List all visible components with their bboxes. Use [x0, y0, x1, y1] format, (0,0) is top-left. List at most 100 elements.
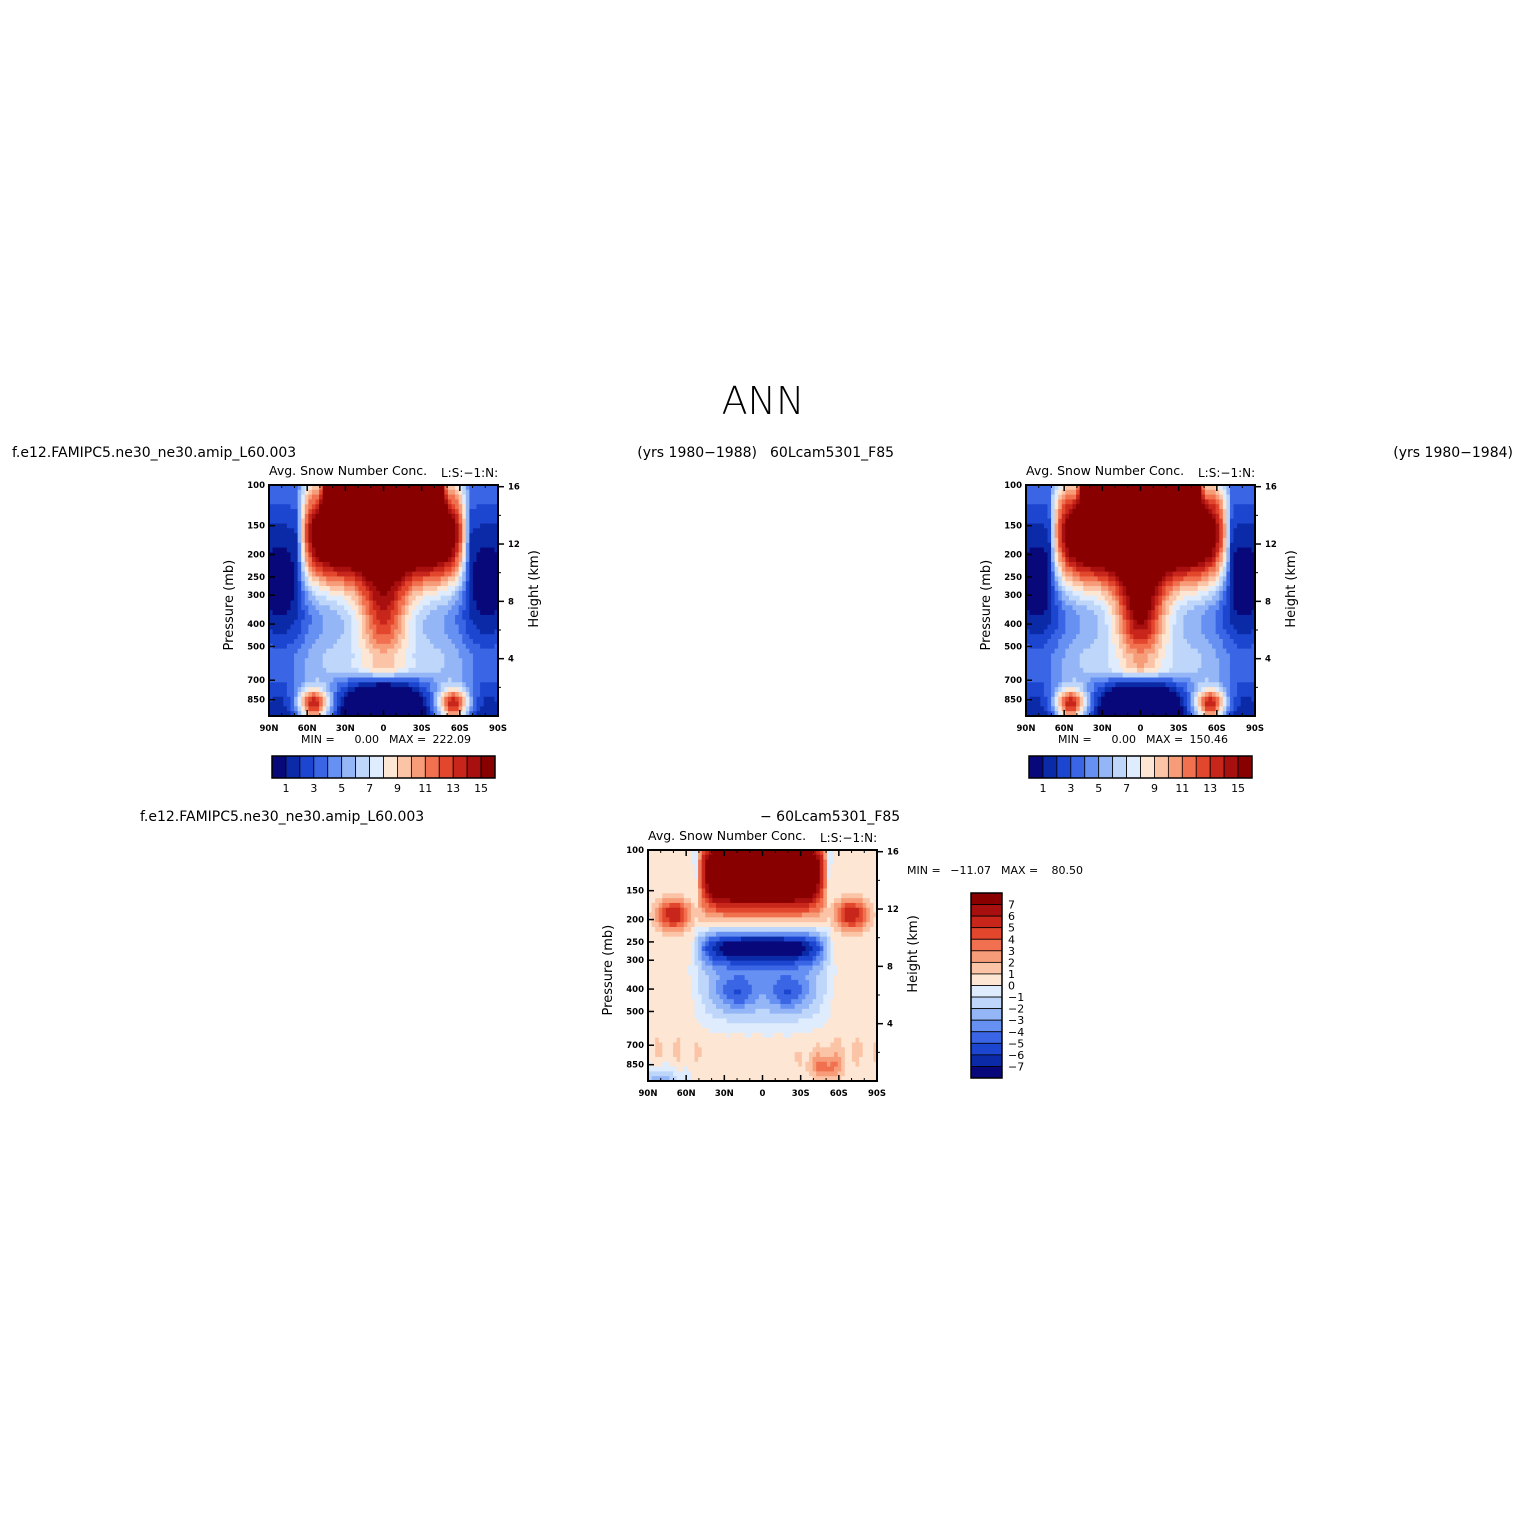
- contour-cell: [347, 610, 352, 616]
- contour-cell: [319, 557, 324, 563]
- contour-cell: [372, 629, 377, 635]
- contour-cell: [376, 586, 381, 592]
- contour-cell: [483, 537, 488, 544]
- contour-cell: [494, 610, 498, 616]
- contour-cell: [283, 518, 288, 525]
- contour-cell: [279, 701, 284, 707]
- contour-cell: [1237, 610, 1242, 616]
- contour-cell: [1172, 533, 1177, 539]
- contour-cell: [401, 711, 406, 716]
- contour-cell: [304, 595, 309, 602]
- contour-cell: [451, 672, 456, 679]
- contour-cell: [462, 677, 467, 683]
- contour-cell: [1026, 557, 1031, 563]
- contour-cell: [1144, 485, 1149, 491]
- contour-cell: [440, 590, 445, 597]
- contour-cell: [433, 643, 438, 650]
- contour-cell: [347, 639, 352, 645]
- contour-cell: [490, 595, 496, 602]
- contour-cell: [1144, 489, 1149, 496]
- contour-cell: [1190, 528, 1195, 534]
- contour-cell: [322, 677, 327, 683]
- contour-cell: [1147, 576, 1152, 582]
- contour-cell: [1144, 581, 1149, 587]
- contour-cell: [1140, 557, 1145, 563]
- contour-cell: [437, 562, 442, 568]
- contour-cell: [1083, 537, 1088, 544]
- contour-cell: [333, 557, 338, 563]
- contour-cell: [1072, 523, 1077, 529]
- contour-cell: [1043, 542, 1049, 549]
- contour-cell: [1212, 523, 1217, 529]
- contour-cell: [315, 696, 320, 703]
- contour-cell: [440, 566, 445, 573]
- contour-cell: [1240, 605, 1245, 611]
- contour-cell: [311, 701, 317, 707]
- contour-cell: [372, 691, 377, 698]
- contour-cell: [304, 619, 309, 626]
- contour-cell: [351, 504, 356, 510]
- contour-cell: [1179, 552, 1185, 558]
- contour-cell: [1247, 528, 1253, 534]
- contour-cell: [412, 533, 417, 539]
- contour-cell: [1183, 513, 1188, 520]
- contour-cell: [1226, 576, 1231, 582]
- contour-cell: [304, 701, 309, 707]
- contour-cell: [408, 533, 413, 539]
- contour-cell: [455, 542, 460, 549]
- contour-cell: [1208, 614, 1213, 621]
- contour-cell: [319, 663, 324, 669]
- contour-cell: [1101, 586, 1106, 592]
- contour-cell: [1158, 542, 1163, 549]
- contour-cell: [276, 706, 281, 712]
- contour-cell: [351, 494, 356, 501]
- contour-cell: [426, 711, 431, 716]
- contour-cell: [437, 542, 442, 549]
- contour-cell: [304, 600, 309, 606]
- contour-cell: [1115, 533, 1120, 539]
- contour-cell: [1147, 518, 1152, 525]
- contour-cell: [1161, 600, 1167, 606]
- contour-cell: [311, 658, 317, 664]
- contour-cell: [465, 542, 470, 549]
- contour-cell: [1111, 518, 1117, 525]
- contour-cell: [469, 552, 474, 558]
- contour-cell: [315, 629, 320, 635]
- contour-cell: [444, 557, 449, 563]
- contour-cell: [444, 643, 449, 650]
- contour-cell: [301, 494, 306, 501]
- contour-cell: [1101, 571, 1106, 578]
- contour-cell: [279, 499, 284, 505]
- contour-cell: [480, 696, 485, 703]
- contour-cell: [433, 691, 438, 698]
- contour-cell: [387, 504, 392, 510]
- contour-cell: [329, 547, 335, 553]
- contour-cell: [290, 509, 295, 515]
- contour-cell: [1204, 494, 1210, 501]
- contour-cell: [444, 677, 449, 683]
- contour-cell: [269, 494, 274, 501]
- contour-cell: [1072, 571, 1077, 578]
- contour-cell: [1151, 494, 1156, 501]
- contour-cell: [419, 595, 424, 602]
- contour-cell: [462, 542, 467, 549]
- contour-cell: [390, 600, 395, 606]
- contour-cell: [365, 706, 370, 712]
- contour-cell: [487, 537, 492, 544]
- panel-test: Avg. Snow Number Conc. L:S:−1:N:90N 60N 30N…: [979, 463, 1299, 795]
- contour-cell: [1068, 562, 1074, 568]
- contour-cell: [430, 634, 435, 640]
- contour-cell: [315, 667, 320, 674]
- contour-cell: [440, 711, 445, 716]
- contour-cell: [472, 494, 478, 501]
- contour-cell: [340, 523, 345, 529]
- contour-cell: [1237, 562, 1242, 568]
- contour-cell: [472, 542, 478, 549]
- contour-cell: [1226, 499, 1231, 505]
- contour-cell: [1222, 547, 1227, 553]
- contour-cell: [444, 619, 449, 626]
- contour-cell: [1140, 542, 1145, 549]
- contour-cell: [1111, 571, 1117, 578]
- contour-cell: [376, 542, 381, 549]
- contour-cell: [333, 614, 338, 621]
